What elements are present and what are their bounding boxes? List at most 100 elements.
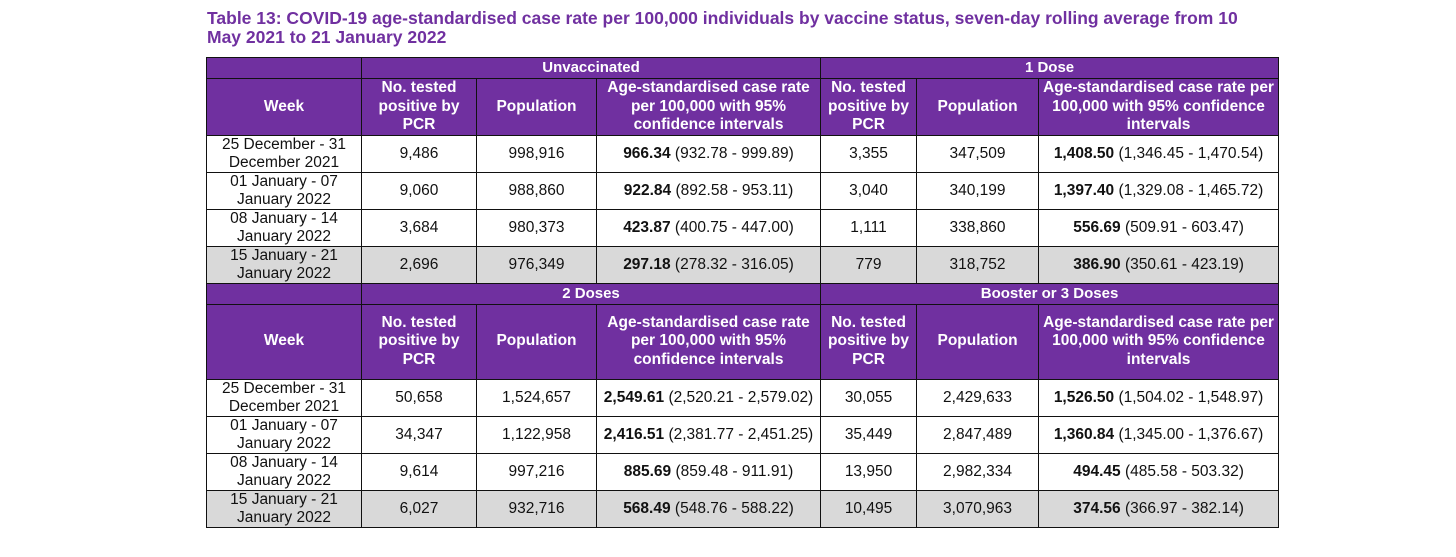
case-rate-cell: 922.84 (892.58 - 953.11) [595, 171, 822, 210]
confidence-interval: (1,345.00 - 1,376.67) [1118, 425, 1264, 443]
case-rate-value: 1,360.84 [1053, 425, 1115, 443]
case-rate-value: 297.18 [623, 255, 671, 273]
tested-positive-cell: 6,027 [361, 489, 477, 528]
population-cell: 347,509 [916, 134, 1040, 173]
tested-positive-cell: 3,684 [361, 208, 477, 247]
vaccine-status-table: Unvaccinated 1 Dose Week No. tested positiv… [206, 57, 1280, 528]
case-rate-value: 494.45 [1073, 462, 1121, 480]
confidence-interval: (548.76 - 588.22) [674, 499, 794, 517]
case-rate-cell: 2,549.61 (2,520.21 - 2,579.02) [595, 378, 822, 417]
case-rate-cell: 297.18 (278.32 - 316.05) [595, 245, 822, 284]
population-cell: 976,349 [476, 245, 597, 284]
week-cell: 01 January - 07 January 2022 [206, 171, 362, 210]
case-rate-value: 423.87 [623, 218, 671, 236]
confidence-interval: (509.91 - 603.47) [1124, 218, 1244, 236]
case-rate-cell: 556.69 (509.91 - 603.47) [1038, 208, 1280, 247]
week-cell: 25 December - 31 December 2021 [206, 378, 362, 417]
tested-positive-cell: 3,355 [820, 134, 918, 173]
tested-column-header: No. tested positive by PCR [361, 78, 477, 136]
case-rate-value: 922.84 [623, 181, 672, 199]
confidence-interval: (2,520.21 - 2,579.02) [668, 388, 814, 406]
week-cell: 15 January - 21 January 2022 [206, 245, 362, 284]
column-header-row: Week No. tested positive by PCR Population… [206, 78, 1280, 136]
column-header-row: Week No. tested positive by PCR Population… [206, 303, 1280, 380]
table-title: Table 13: COVID-19 age-standardised case… [207, 8, 1238, 47]
case-rate-cell: 1,408.50 (1,346.45 - 1,470.54) [1038, 134, 1280, 173]
case-rate-value: 1,526.50 [1053, 388, 1115, 406]
week-cell: 08 January - 14 January 2022 [206, 452, 362, 491]
population-cell: 3,070,963 [916, 489, 1040, 528]
blank-header-cell [206, 57, 362, 79]
rate-column-header: Age-standardised case rate per 100,000 w… [595, 303, 822, 380]
week-cell: 08 January - 14 January 2022 [206, 208, 362, 247]
tested-positive-cell: 2,696 [361, 245, 477, 284]
confidence-interval: (278.32 - 316.05) [674, 255, 794, 273]
confidence-interval: (485.58 - 503.32) [1124, 462, 1244, 480]
confidence-interval: (2,381.77 - 2,451.25) [668, 425, 814, 443]
case-rate-value: 966.34 [623, 144, 671, 162]
tested-positive-cell: 35,449 [820, 415, 918, 454]
tested-positive-cell: 50,658 [361, 378, 477, 417]
rate-column-header: Age-standardised case rate per 100,000 w… [1038, 303, 1280, 380]
tested-positive-cell: 9,486 [361, 134, 477, 173]
case-rate-cell: 374.56 (366.97 - 382.14) [1038, 489, 1280, 528]
population-cell: 2,982,334 [916, 452, 1040, 491]
population-cell: 988,860 [476, 171, 597, 210]
tested-positive-cell: 10,495 [820, 489, 918, 528]
population-column-header: Population [916, 78, 1040, 136]
confidence-interval: (1,504.02 - 1,548.97) [1118, 388, 1264, 406]
rate-column-header: Age-standardised case rate per 100,000 w… [1038, 78, 1280, 136]
confidence-interval: (932.78 - 999.89) [674, 144, 794, 162]
population-column-header: Population [916, 303, 1040, 380]
week-cell: 01 January - 07 January 2022 [206, 415, 362, 454]
table-row: 15 January - 21 January 2022 2,696 976,349… [206, 245, 1280, 284]
rate-column-header: Age-standardised case rate per 100,000 w… [595, 78, 822, 136]
case-rate-cell: 2,416.51 (2,381.77 - 2,451.25) [595, 415, 822, 454]
tested-column-header: No. tested positive by PCR [820, 303, 918, 380]
case-rate-value: 556.69 [1073, 218, 1121, 236]
case-rate-cell: 386.90 (350.61 - 423.19) [1038, 245, 1280, 284]
week-cell: 25 December - 31 December 2021 [206, 134, 362, 173]
table-row: 01 January - 07 January 2022 34,347 1,122,… [206, 415, 1280, 454]
case-rate-value: 885.69 [623, 462, 672, 480]
case-rate-cell: 494.45 (485.58 - 503.32) [1038, 452, 1280, 491]
case-rate-cell: 885.69 (859.48 - 911.91) [595, 452, 822, 491]
week-column-header: Week [206, 303, 362, 380]
case-rate-value: 1,408.50 [1053, 144, 1115, 162]
tested-positive-cell: 13,950 [820, 452, 918, 491]
confidence-interval: (892.58 - 953.11) [675, 181, 794, 199]
table-row: 15 January - 21 January 2022 6,027 932,716… [206, 489, 1280, 528]
population-cell: 2,847,489 [916, 415, 1040, 454]
week-column-header: Week [206, 78, 362, 136]
confidence-interval: (400.75 - 447.00) [674, 218, 794, 236]
tested-positive-cell: 1,111 [820, 208, 918, 247]
population-cell: 997,216 [476, 452, 597, 491]
table-row: 25 December - 31 December 2021 9,486 998,9… [206, 134, 1280, 173]
vaccine-group-header: 2 Doses [360, 282, 822, 305]
population-column-header: Population [476, 303, 597, 380]
population-cell: 932,716 [476, 489, 597, 528]
group-header-row: Unvaccinated 1 Dose [206, 57, 1280, 79]
tested-positive-cell: 30,055 [820, 378, 918, 417]
population-cell: 1,524,657 [476, 378, 597, 417]
tested-positive-cell: 3,040 [820, 171, 918, 210]
population-cell: 338,860 [916, 208, 1040, 247]
case-rate-value: 1,397.40 [1053, 181, 1115, 199]
week-cell: 15 January - 21 January 2022 [206, 489, 362, 528]
case-rate-value: 374.56 [1073, 499, 1121, 517]
table-row: 25 December - 31 December 2021 50,658 1,52… [206, 378, 1280, 417]
population-cell: 1,122,958 [476, 415, 597, 454]
vaccine-group-header: 1 Dose [820, 57, 1280, 79]
table-row: 01 January - 07 January 2022 9,060 988,860… [206, 171, 1280, 210]
confidence-interval: (350.61 - 423.19) [1124, 255, 1244, 273]
population-cell: 2,429,633 [916, 378, 1040, 417]
vaccine-group-header: Booster or 3 Doses [820, 282, 1280, 305]
vaccine-group-header: Unvaccinated [360, 57, 822, 79]
table-row: 08 January - 14 January 2022 3,684 980,373… [206, 208, 1280, 247]
tested-positive-cell: 9,060 [361, 171, 477, 210]
confidence-interval: (1,329.08 - 1,465.72) [1118, 181, 1264, 199]
tested-positive-cell: 34,347 [361, 415, 477, 454]
tested-column-header: No. tested positive by PCR [820, 78, 918, 136]
case-rate-cell: 966.34 (932.78 - 999.89) [595, 134, 822, 173]
population-cell: 340,199 [916, 171, 1040, 210]
